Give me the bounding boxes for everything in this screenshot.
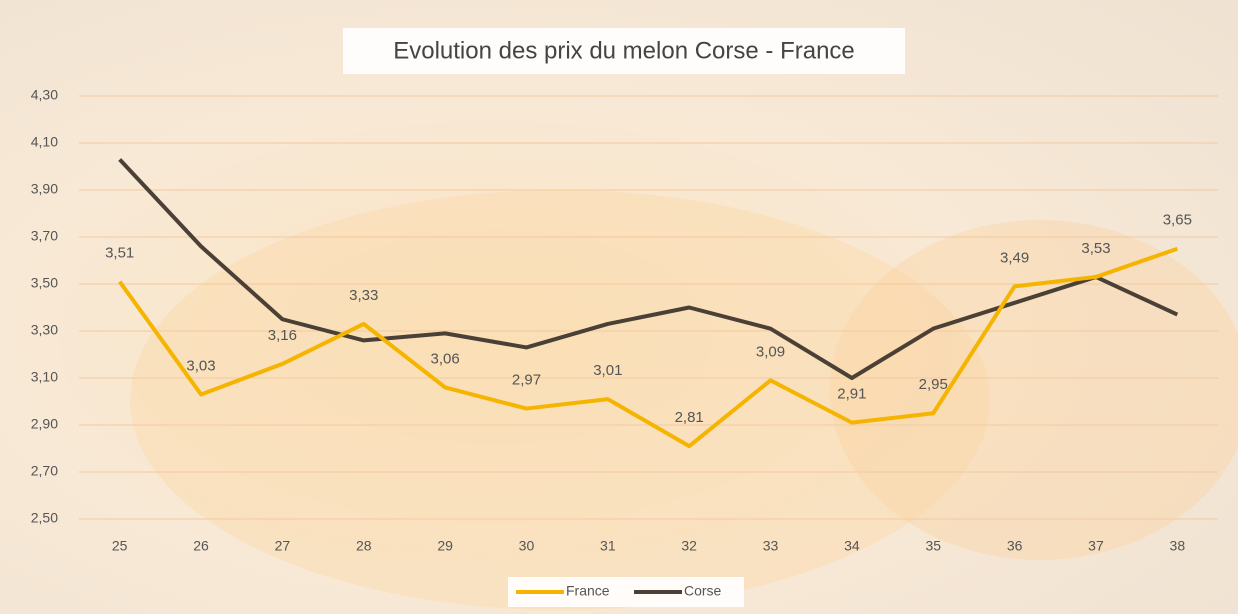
data-label: 3,09 [756, 343, 785, 360]
x-tick-label: 26 [193, 538, 209, 554]
x-tick-label: 28 [356, 538, 372, 554]
data-label: 3,01 [593, 362, 622, 379]
background-melon [130, 190, 990, 610]
x-tick-label: 30 [519, 538, 535, 554]
x-tick-label: 34 [844, 538, 860, 554]
y-tick-label: 2,70 [31, 463, 58, 479]
data-label: 2,97 [512, 372, 541, 389]
data-label: 3,16 [268, 327, 297, 344]
x-tick-label: 37 [1088, 538, 1104, 554]
data-label: 3,51 [105, 245, 134, 262]
data-label: 3,49 [1000, 249, 1029, 266]
data-label: 3,03 [186, 357, 215, 374]
data-label: 3,65 [1163, 212, 1192, 229]
chart-title: Evolution des prix du melon Corse - Fran… [393, 37, 855, 64]
data-label: 3,33 [349, 287, 378, 304]
data-label: 2,91 [837, 386, 866, 403]
x-tick-label: 35 [925, 538, 941, 554]
x-tick-label: 27 [275, 538, 291, 554]
data-label: 3,53 [1081, 240, 1110, 257]
y-tick-label: 3,30 [31, 322, 58, 338]
y-tick-label: 4,10 [31, 134, 58, 150]
background-melon [830, 220, 1238, 560]
y-tick-label: 2,50 [31, 510, 58, 526]
y-tick-label: 3,90 [31, 181, 58, 197]
y-tick-label: 3,70 [31, 228, 58, 244]
data-label: 2,95 [919, 376, 948, 393]
legend-label: Corse [684, 583, 722, 599]
x-tick-label: 38 [1170, 538, 1186, 554]
title-box [343, 28, 905, 74]
y-tick-label: 3,50 [31, 275, 58, 291]
x-tick-label: 31 [600, 538, 616, 554]
x-tick-label: 32 [681, 538, 697, 554]
x-tick-label: 33 [763, 538, 779, 554]
x-tick-label: 25 [112, 538, 128, 554]
x-tick-label: 29 [437, 538, 453, 554]
y-tick-label: 2,90 [31, 416, 58, 432]
series-line [118, 246, 1178, 449]
data-label: 2,81 [675, 409, 704, 426]
x-tick-label: 36 [1007, 538, 1023, 554]
y-tick-label: 4,30 [31, 87, 58, 103]
legend-label: France [566, 583, 610, 599]
data-label: 3,06 [431, 350, 460, 367]
y-tick-label: 3,10 [31, 369, 58, 385]
